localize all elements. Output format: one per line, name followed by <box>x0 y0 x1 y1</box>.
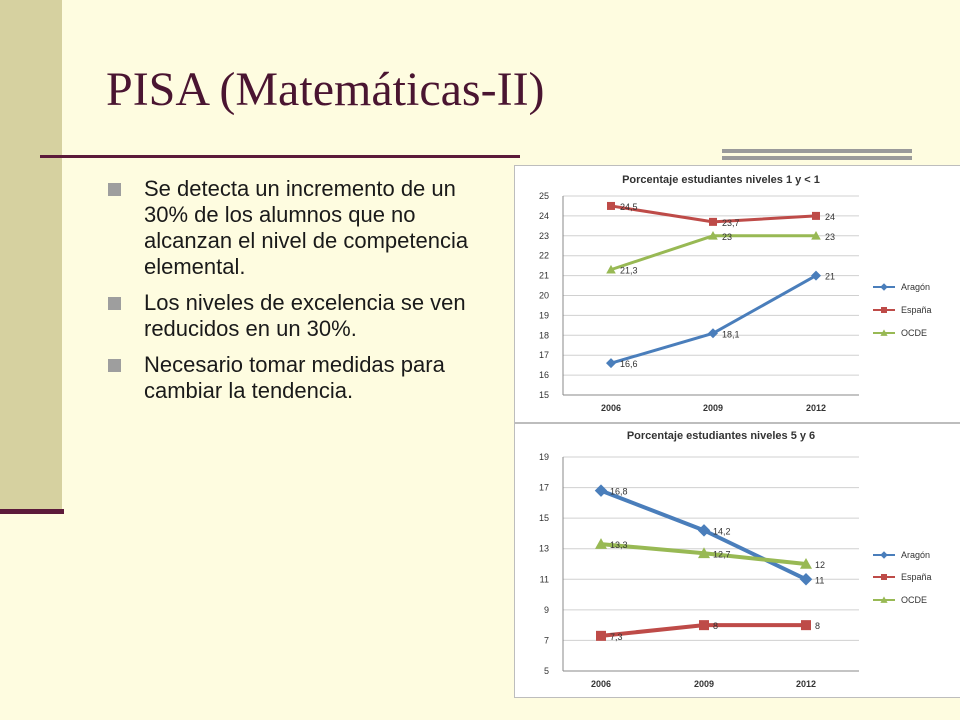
legend-label-espana: España <box>901 305 932 315</box>
data-label-ocde: 12 <box>815 560 825 570</box>
data-point-aragon <box>606 358 616 369</box>
data-point-ocde <box>708 231 718 240</box>
bullet-text: Necesario tomar medidas para cambiar la … <box>144 352 445 403</box>
y-tick-label: 5 <box>544 666 549 676</box>
data-point-ocde <box>606 264 616 274</box>
bullet-list: Se detecta un incremento de un 30% de lo… <box>104 176 494 414</box>
y-tick-label: 15 <box>539 390 549 400</box>
data-label-ocde: 21,3 <box>620 266 638 276</box>
data-point-espana <box>607 201 615 210</box>
x-tick-label: 2012 <box>806 403 826 413</box>
chart-title: Porcentaje estudiantes niveles 1 y < 1 <box>622 174 820 186</box>
bullet-text: Se detecta un incremento de un 30% de lo… <box>144 176 469 279</box>
line-chart-levels-1: Porcentaje estudiantes niveles 1 y < 1 15… <box>539 174 932 413</box>
data-label-espana: 8 <box>815 621 820 631</box>
y-tick-label: 16 <box>539 370 549 380</box>
y-tick-label: 11 <box>540 574 549 584</box>
data-point-aragon <box>697 524 711 537</box>
data-label-espana: 7,3 <box>610 632 623 642</box>
legend-label-aragon: Aragón <box>901 282 930 292</box>
bullet-text: Los niveles de excelencia se ven reducid… <box>144 290 466 341</box>
y-tick-label: 21 <box>539 271 549 281</box>
legend-marker-ocde <box>880 596 888 603</box>
chart-panel-levels-5-6: Porcentaje estudiantes niveles 5 y 6 5 7 9 1… <box>514 423 960 698</box>
title-rule <box>40 155 520 158</box>
line-chart-levels-5-6: Porcentaje estudiantes niveles 5 y 6 5 7 9 1… <box>539 430 932 689</box>
data-label-ocde: 13,3 <box>610 540 628 550</box>
x-tick-label: 2009 <box>703 403 723 413</box>
data-label-aragon: 11 <box>815 575 824 585</box>
y-tick-label: 24 <box>539 211 549 221</box>
data-point-aragon <box>811 270 821 281</box>
chart-panel-levels-1: Porcentaje estudiantes niveles 1 y < 1 15… <box>514 165 960 423</box>
series-line-ocde <box>610 234 816 272</box>
data-point-aragon <box>708 328 718 339</box>
y-tick-label: 13 <box>539 544 549 554</box>
legend-marker-aragon <box>880 551 888 559</box>
legend-label-ocde: OCDE <box>901 595 927 605</box>
legend-label-espana: España <box>901 572 932 582</box>
bullet-item: Necesario tomar medidas para cambiar la … <box>104 352 494 404</box>
x-tick-label: 2012 <box>796 679 816 689</box>
data-point-espana <box>699 620 709 631</box>
chart-title: Porcentaje estudiantes niveles 5 y 6 <box>627 430 815 442</box>
legend-marker-ocde <box>880 329 888 336</box>
data-point-ocde <box>800 558 812 569</box>
bullet-item: Se detecta un incremento de un 30% de lo… <box>104 176 494 280</box>
data-point-espana <box>812 211 820 220</box>
side-band <box>0 0 62 512</box>
y-tick-label: 18 <box>539 330 549 340</box>
data-label-ocde: 12,7 <box>713 549 731 559</box>
data-label-espana: 24,5 <box>620 202 638 212</box>
y-tick-label: 15 <box>539 513 549 523</box>
x-tick-label: 2006 <box>601 403 621 413</box>
y-tick-label: 20 <box>539 291 549 301</box>
data-point-aragon <box>799 573 813 586</box>
x-tick-label: 2006 <box>591 679 611 689</box>
data-label-aragon: 16,6 <box>620 359 638 369</box>
data-label-espana: 24 <box>825 212 835 222</box>
data-point-espana <box>709 217 717 226</box>
y-tick-label: 9 <box>544 605 549 615</box>
y-tick-label: 17 <box>539 350 549 360</box>
data-label-espana: 23,7 <box>722 218 740 228</box>
accent-rule-top <box>722 149 912 153</box>
data-point-espana <box>596 630 606 641</box>
bullet-item: Los niveles de excelencia se ven reducid… <box>104 290 494 342</box>
side-band-underline <box>0 509 64 514</box>
y-tick-label: 19 <box>539 310 549 320</box>
legend-marker-aragon <box>880 283 888 291</box>
y-tick-label: 7 <box>544 635 549 645</box>
data-point-espana <box>801 620 811 631</box>
accent-rule-bottom <box>722 156 912 160</box>
data-label-aragon: 21 <box>825 272 835 282</box>
y-tick-label: 23 <box>539 231 549 241</box>
square-bullet-icon <box>108 359 121 372</box>
data-label-espana: 8 <box>713 621 718 631</box>
data-label-aragon: 18,1 <box>722 329 740 339</box>
data-label-aragon: 16,8 <box>610 487 628 497</box>
data-point-ocde <box>595 538 607 549</box>
legend-marker-espana <box>881 307 887 313</box>
square-bullet-icon <box>108 297 121 310</box>
y-tick-label: 25 <box>539 191 549 201</box>
series-line-aragon <box>610 274 817 365</box>
slide-title: PISA (Matemáticas-II) <box>106 63 545 116</box>
data-point-aragon <box>594 484 608 497</box>
x-tick-label: 2009 <box>694 679 714 689</box>
y-tick-label: 17 <box>539 483 549 493</box>
data-label-ocde: 23 <box>825 232 835 242</box>
legend-marker-espana <box>881 574 887 580</box>
y-tick-label: 19 <box>539 452 549 462</box>
square-bullet-icon <box>108 183 121 196</box>
data-point-ocde <box>811 231 821 240</box>
legend-label-ocde: OCDE <box>901 328 927 338</box>
data-point-ocde <box>698 547 710 559</box>
legend-label-aragon: Aragón <box>901 550 930 560</box>
y-tick-label: 22 <box>539 251 549 261</box>
data-label-ocde: 23 <box>722 232 732 242</box>
data-label-aragon: 14,2 <box>713 526 731 536</box>
